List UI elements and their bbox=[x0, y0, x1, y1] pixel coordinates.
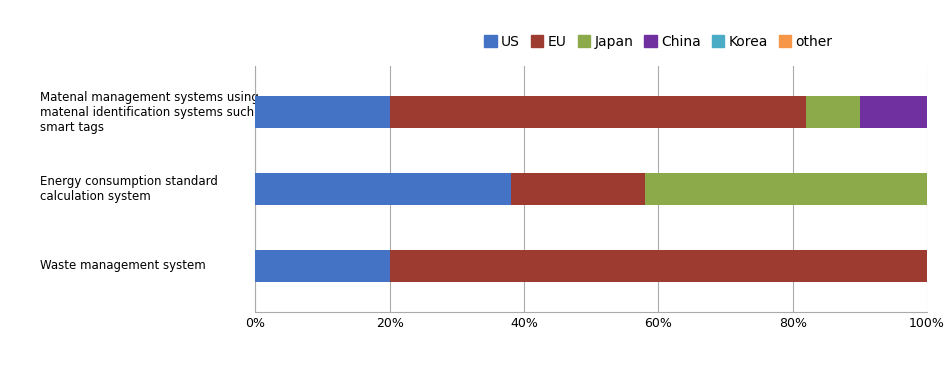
Bar bbox=[860, 96, 927, 128]
Bar bbox=[645, 173, 927, 205]
Legend: US, EU, Japan, China, Korea, other: US, EU, Japan, China, Korea, other bbox=[479, 29, 838, 54]
Bar bbox=[390, 96, 806, 128]
Bar bbox=[806, 96, 860, 128]
Bar bbox=[255, 96, 390, 128]
Bar bbox=[255, 250, 390, 282]
Bar bbox=[255, 173, 511, 205]
Bar bbox=[390, 250, 927, 282]
Bar bbox=[511, 173, 645, 205]
